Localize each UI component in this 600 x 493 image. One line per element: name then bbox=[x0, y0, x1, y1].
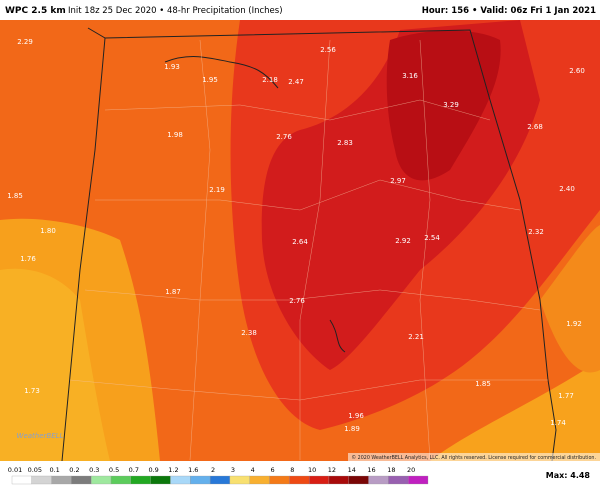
river bbox=[329, 319, 346, 353]
point-label: 2.83 bbox=[337, 139, 353, 147]
colorbar-swatch bbox=[308, 475, 330, 485]
point-label: 2.60 bbox=[569, 67, 585, 75]
colorbar-swatch bbox=[150, 475, 171, 485]
colorbar-label: 0.05 bbox=[28, 466, 42, 474]
colorbar-swatch bbox=[130, 475, 151, 485]
point-label: 1.85 bbox=[475, 380, 491, 388]
point-label: 2.92 bbox=[395, 237, 411, 245]
colorbar-swatch bbox=[31, 475, 52, 485]
point-label: 1.89 bbox=[344, 425, 360, 433]
state-borders bbox=[61, 27, 557, 461]
state-border bbox=[61, 27, 106, 461]
point-label: 3.29 bbox=[443, 101, 459, 109]
colorbar-label: 0.01 bbox=[8, 466, 22, 474]
colorbar-swatch bbox=[110, 475, 132, 485]
river bbox=[164, 56, 279, 89]
point-label: 2.32 bbox=[528, 228, 544, 236]
colorbar-label: 10 bbox=[308, 466, 316, 474]
precip-light bbox=[540, 225, 600, 373]
colorbar-label: 12 bbox=[328, 466, 336, 474]
point-label: 1.92 bbox=[566, 320, 582, 328]
colorbar-swatch bbox=[71, 475, 92, 485]
colorbar-label: 0.5 bbox=[109, 466, 119, 474]
colorbar-swatch bbox=[51, 475, 72, 485]
point-label: 3.16 bbox=[402, 72, 418, 80]
point-label: 1.87 bbox=[165, 288, 181, 296]
point-label: 2.56 bbox=[320, 46, 336, 54]
colorbar-swatch bbox=[328, 475, 349, 485]
map-description: Init 18z 25 Dec 2020 • 48-hr Precipitati… bbox=[68, 6, 283, 16]
colorbar-label: 16 bbox=[367, 466, 375, 474]
copyright: © 2020 WeatherBELL Analytics, LLC. All r… bbox=[351, 454, 596, 461]
point-label: 2.76 bbox=[276, 133, 292, 141]
colorbar-swatch bbox=[368, 475, 389, 485]
colorbar-label: 20 bbox=[407, 466, 415, 474]
point-label: 2.19 bbox=[209, 186, 225, 194]
colorbar-swatch bbox=[249, 475, 270, 485]
colorbar-swatch bbox=[408, 475, 429, 485]
colorbar-swatch bbox=[269, 475, 290, 485]
colorbar-label: 2 bbox=[211, 466, 215, 474]
max-value: Max: 4.48 bbox=[546, 471, 591, 480]
point-label: 2.21 bbox=[408, 333, 424, 341]
point-label: 1.76 bbox=[20, 255, 36, 263]
colorbar-swatch bbox=[348, 475, 369, 485]
point-label: 1.98 bbox=[167, 131, 183, 139]
colorbar-label: 4 bbox=[251, 466, 255, 474]
colorbar-label: 0.9 bbox=[148, 466, 158, 474]
point-labels: 2.29 1.93 1.95 2.18 2.47 2.56 3.16 2.60 3.29 2.68… bbox=[7, 38, 585, 433]
colorbar-swatch bbox=[91, 475, 112, 485]
watermark: WeatherBELL bbox=[17, 432, 64, 440]
colorbar-label: 8 bbox=[290, 466, 294, 474]
colorbar-label: 6 bbox=[270, 466, 274, 474]
colorbar-swatch bbox=[388, 475, 409, 485]
colorbar-label: 0.3 bbox=[89, 466, 99, 474]
point-label: 2.68 bbox=[527, 123, 543, 131]
county-lines bbox=[69, 39, 548, 461]
point-label: 2.18 bbox=[262, 76, 278, 84]
colorbar-swatch bbox=[209, 475, 231, 485]
map: 2.29 1.93 1.95 2.18 2.47 2.56 3.16 2.60 3.29 2.68… bbox=[0, 20, 600, 461]
point-label: 2.54 bbox=[424, 234, 440, 242]
point-label: 1.95 bbox=[202, 76, 218, 84]
colorbar-label: 1.2 bbox=[168, 466, 178, 474]
precip-heaviest bbox=[386, 30, 501, 181]
point-label: 2.64 bbox=[292, 238, 308, 246]
colorbar-label: 3 bbox=[231, 466, 235, 474]
model-name: WPC 2.5 km bbox=[5, 6, 66, 16]
point-label: 2.29 bbox=[17, 38, 33, 46]
point-label: 2.97 bbox=[390, 177, 406, 185]
colorbar-label: 0.7 bbox=[129, 466, 139, 474]
point-label: 2.47 bbox=[288, 78, 304, 86]
precip-lighter bbox=[0, 268, 110, 461]
colorbar: 0.01 0.05 0.1 0.2 0.3 0.5 0.7 0.9 1.2 1.6 2 3 4 6 8 10 1… bbox=[8, 466, 429, 485]
colorbar-label: 14 bbox=[348, 466, 356, 474]
colorbar-label: 0.2 bbox=[69, 466, 79, 474]
point-label: 1.93 bbox=[164, 63, 180, 71]
header-bar bbox=[0, 0, 600, 20]
colorbar-swatch bbox=[190, 475, 211, 485]
point-label: 1.74 bbox=[550, 419, 566, 427]
point-label: 1.96 bbox=[348, 412, 364, 420]
colorbar-swatch bbox=[289, 475, 310, 485]
point-label: 2.40 bbox=[559, 185, 575, 193]
colorbar-label: 18 bbox=[387, 466, 395, 474]
colorbar-swatch bbox=[229, 475, 250, 485]
point-label: 2.76 bbox=[289, 297, 305, 305]
state-border bbox=[104, 29, 557, 461]
copyright-bg bbox=[348, 453, 600, 461]
colorbar-label: 0.1 bbox=[49, 466, 59, 474]
point-label: 1.77 bbox=[558, 392, 574, 400]
point-label: 2.38 bbox=[241, 329, 257, 337]
point-label: 1.73 bbox=[24, 387, 40, 395]
point-label: 1.80 bbox=[40, 227, 56, 235]
colorbar-swatch bbox=[170, 475, 191, 485]
colorbar-label: 1.6 bbox=[188, 466, 198, 474]
colorbar-swatch bbox=[11, 475, 32, 485]
valid-time: Hour: 156 • Valid: 06z Fri 1 Jan 2021 bbox=[422, 6, 596, 16]
point-label: 1.85 bbox=[7, 192, 23, 200]
precip-light bbox=[430, 360, 600, 461]
